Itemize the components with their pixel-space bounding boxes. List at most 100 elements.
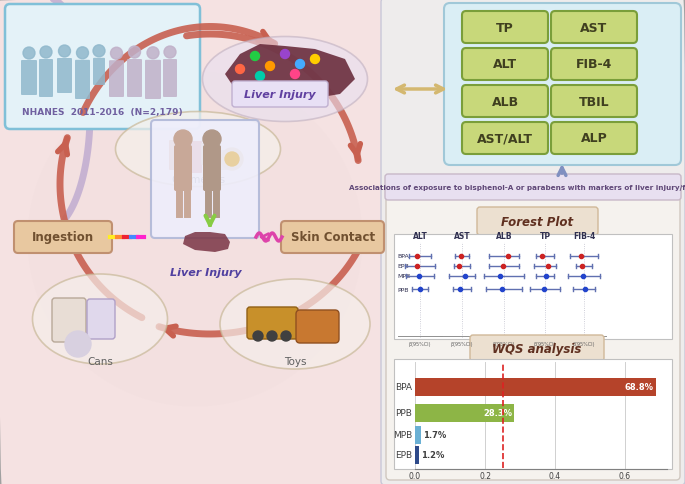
Ellipse shape xyxy=(116,112,280,187)
Text: MPB: MPB xyxy=(397,274,410,279)
Circle shape xyxy=(290,70,299,79)
FancyBboxPatch shape xyxy=(191,142,202,174)
FancyBboxPatch shape xyxy=(0,0,385,484)
FancyBboxPatch shape xyxy=(444,4,681,166)
Text: PPB: PPB xyxy=(397,287,408,292)
Circle shape xyxy=(267,332,277,341)
Circle shape xyxy=(164,47,176,59)
Ellipse shape xyxy=(220,279,370,369)
Text: BPA: BPA xyxy=(395,383,412,392)
FancyBboxPatch shape xyxy=(415,426,421,444)
FancyBboxPatch shape xyxy=(163,60,177,98)
Text: Skin Contact: Skin Contact xyxy=(291,231,375,244)
FancyBboxPatch shape xyxy=(215,151,231,171)
Text: TP: TP xyxy=(539,231,551,241)
Text: β(95%CI): β(95%CI) xyxy=(451,341,473,346)
Circle shape xyxy=(225,152,239,166)
Circle shape xyxy=(251,52,260,61)
Text: Liver Injury: Liver Injury xyxy=(244,90,316,100)
Ellipse shape xyxy=(32,274,168,364)
Circle shape xyxy=(147,48,159,60)
FancyBboxPatch shape xyxy=(394,359,672,469)
FancyBboxPatch shape xyxy=(296,310,339,343)
Circle shape xyxy=(221,149,243,171)
FancyBboxPatch shape xyxy=(462,49,548,81)
Text: NHANES  2011-2016  (N=2,179): NHANES 2011-2016 (N=2,179) xyxy=(22,108,182,117)
Ellipse shape xyxy=(27,72,362,407)
FancyBboxPatch shape xyxy=(87,300,115,339)
Text: β(95%CI): β(95%CI) xyxy=(409,341,432,346)
Text: AST: AST xyxy=(453,231,471,241)
Circle shape xyxy=(65,332,91,357)
Circle shape xyxy=(256,72,264,81)
Circle shape xyxy=(129,47,140,59)
FancyBboxPatch shape xyxy=(462,86,548,118)
Circle shape xyxy=(40,47,52,59)
Text: EPB: EPB xyxy=(395,451,412,459)
Text: ALB: ALB xyxy=(496,231,512,241)
FancyBboxPatch shape xyxy=(57,59,72,94)
Circle shape xyxy=(203,131,221,149)
Circle shape xyxy=(93,45,105,58)
Text: FIB-4: FIB-4 xyxy=(576,59,612,71)
Text: Forest Plot: Forest Plot xyxy=(501,215,573,228)
Polygon shape xyxy=(183,232,230,253)
FancyBboxPatch shape xyxy=(174,146,192,192)
FancyBboxPatch shape xyxy=(109,61,124,98)
FancyBboxPatch shape xyxy=(415,446,419,464)
Text: 68.8%: 68.8% xyxy=(625,383,653,392)
Text: 0.2: 0.2 xyxy=(479,471,491,480)
FancyBboxPatch shape xyxy=(151,121,259,239)
FancyBboxPatch shape xyxy=(39,60,53,98)
Circle shape xyxy=(310,55,319,64)
Text: WQS analysis: WQS analysis xyxy=(493,342,582,355)
Text: β(95%CI): β(95%CI) xyxy=(534,341,556,346)
Text: AST: AST xyxy=(580,21,608,34)
FancyBboxPatch shape xyxy=(232,82,328,108)
FancyBboxPatch shape xyxy=(415,404,514,422)
Circle shape xyxy=(236,65,245,75)
FancyBboxPatch shape xyxy=(385,175,681,200)
Text: β(95%CI): β(95%CI) xyxy=(493,341,515,346)
FancyBboxPatch shape xyxy=(381,0,685,484)
Text: BPA: BPA xyxy=(397,254,409,259)
FancyBboxPatch shape xyxy=(551,123,637,155)
Text: MPB: MPB xyxy=(393,431,412,439)
FancyBboxPatch shape xyxy=(477,208,598,236)
Text: TBIL: TBIL xyxy=(579,95,610,108)
Circle shape xyxy=(266,62,275,71)
Circle shape xyxy=(58,46,71,58)
Text: Cans: Cans xyxy=(87,356,113,366)
Text: PPB: PPB xyxy=(395,408,412,418)
Text: 28.3%: 28.3% xyxy=(483,408,512,418)
Ellipse shape xyxy=(203,37,367,122)
Circle shape xyxy=(281,332,291,341)
FancyBboxPatch shape xyxy=(386,197,680,480)
Text: Toys: Toys xyxy=(284,356,306,366)
Text: ALT: ALT xyxy=(493,59,517,71)
FancyBboxPatch shape xyxy=(169,141,181,171)
FancyBboxPatch shape xyxy=(281,222,384,254)
Text: ALP: ALP xyxy=(581,132,608,145)
Text: TP: TP xyxy=(496,21,514,34)
FancyBboxPatch shape xyxy=(415,378,656,396)
FancyBboxPatch shape xyxy=(462,123,548,155)
Text: Liver Injury: Liver Injury xyxy=(170,268,242,277)
Circle shape xyxy=(280,50,290,60)
Circle shape xyxy=(77,48,88,60)
FancyBboxPatch shape xyxy=(75,60,90,100)
FancyBboxPatch shape xyxy=(551,49,637,81)
Circle shape xyxy=(295,60,305,69)
Circle shape xyxy=(174,131,192,149)
Circle shape xyxy=(253,332,263,341)
Text: 0.6: 0.6 xyxy=(619,471,631,480)
Text: FIB-4: FIB-4 xyxy=(573,231,595,241)
FancyBboxPatch shape xyxy=(181,142,191,167)
FancyBboxPatch shape xyxy=(203,146,221,192)
FancyBboxPatch shape xyxy=(52,298,86,342)
Text: AST/ALT: AST/ALT xyxy=(477,132,533,145)
FancyBboxPatch shape xyxy=(14,222,112,254)
FancyBboxPatch shape xyxy=(247,307,298,339)
FancyBboxPatch shape xyxy=(93,59,105,86)
Text: ALB: ALB xyxy=(491,95,519,108)
